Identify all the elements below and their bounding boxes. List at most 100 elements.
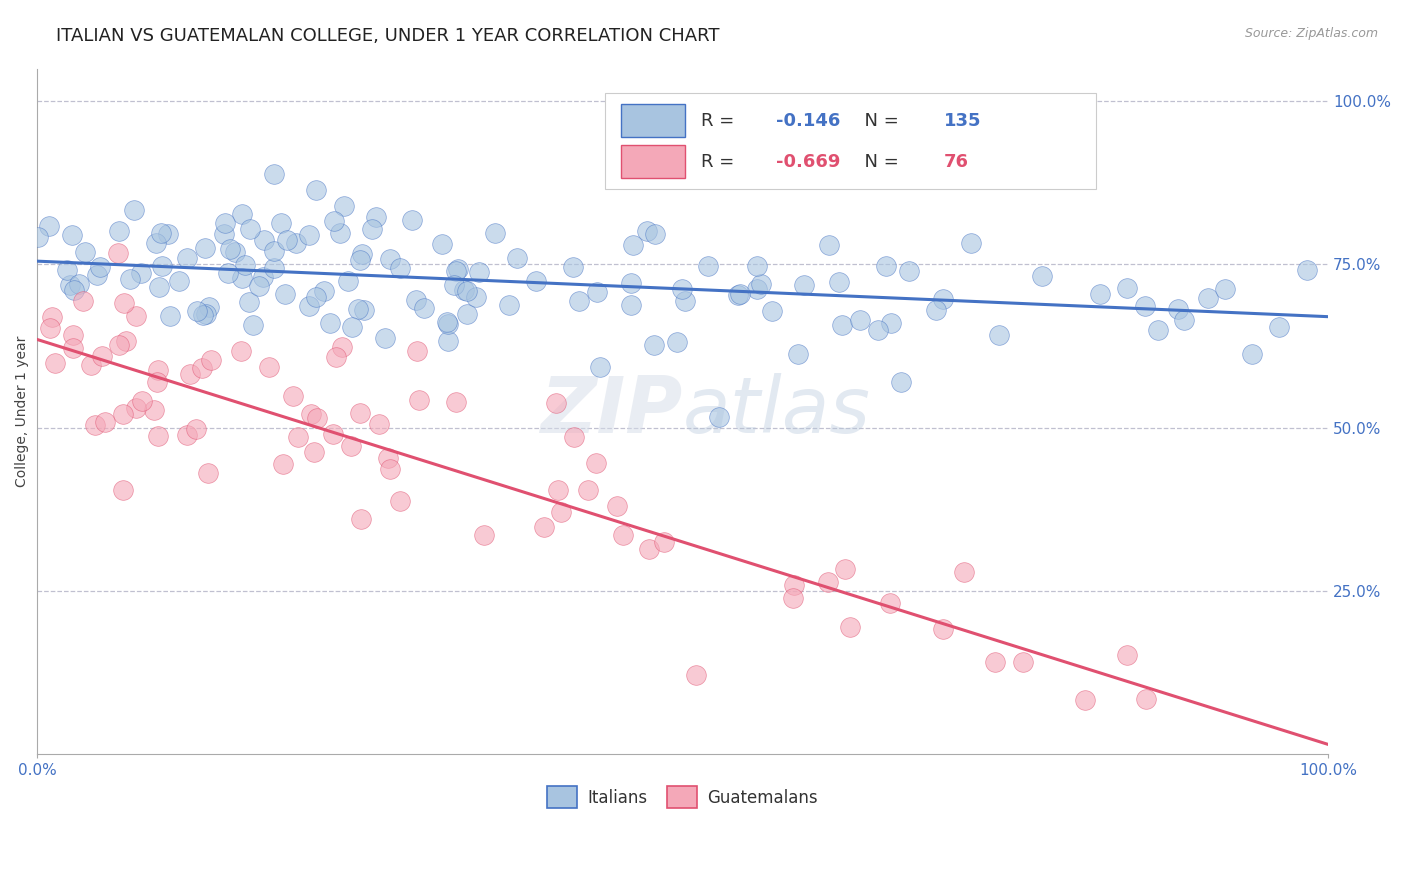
Point — [224, 245, 246, 260]
Point — [828, 275, 851, 289]
Point — [932, 293, 955, 307]
Point — [606, 500, 628, 514]
Point — [197, 466, 219, 480]
Point — [200, 353, 222, 368]
Text: N =: N = — [853, 153, 904, 171]
Point — [436, 315, 458, 329]
Point — [456, 307, 478, 321]
Point — [287, 430, 309, 444]
Point — [194, 241, 217, 255]
Point — [214, 216, 236, 230]
Point — [652, 535, 675, 549]
Point — [1167, 301, 1189, 316]
Point — [239, 222, 262, 236]
Point — [443, 278, 465, 293]
Point — [319, 316, 342, 330]
Point — [1012, 655, 1035, 669]
Point — [761, 303, 783, 318]
Point — [408, 392, 430, 407]
Point — [848, 313, 870, 327]
FancyBboxPatch shape — [621, 104, 685, 137]
Point — [953, 566, 976, 580]
Point — [229, 343, 252, 358]
Point — [41, 310, 63, 324]
Point — [880, 316, 903, 330]
Point — [212, 227, 235, 241]
Text: 135: 135 — [943, 112, 981, 130]
Point — [131, 393, 153, 408]
Point — [191, 308, 214, 322]
Point — [1116, 281, 1139, 295]
Point — [380, 461, 402, 475]
Point — [125, 401, 148, 416]
Point — [108, 338, 131, 352]
Point — [389, 261, 412, 276]
Point — [620, 277, 643, 291]
Point — [150, 260, 173, 274]
Point — [131, 266, 153, 280]
Point — [644, 227, 666, 241]
Point — [612, 527, 634, 541]
Point — [544, 396, 567, 410]
Point — [673, 293, 696, 308]
Point — [263, 260, 285, 275]
Point — [671, 282, 693, 296]
Point — [298, 300, 321, 314]
Point — [561, 260, 583, 275]
Point — [866, 323, 889, 337]
Point — [446, 395, 468, 409]
Point — [1135, 299, 1157, 313]
Point — [146, 375, 169, 389]
Point — [302, 445, 325, 459]
Point — [453, 283, 475, 297]
Point — [782, 591, 804, 606]
Point — [67, 277, 90, 291]
Point — [1088, 287, 1111, 301]
Point — [925, 303, 948, 318]
Point — [932, 622, 955, 636]
Point — [194, 307, 217, 321]
Text: N =: N = — [853, 112, 904, 130]
Point — [834, 562, 856, 576]
Point — [253, 233, 276, 247]
Point — [89, 260, 111, 274]
Point — [472, 528, 495, 542]
Point — [340, 320, 363, 334]
Point — [75, 245, 97, 260]
Text: Source: ZipAtlas.com: Source: ZipAtlas.com — [1244, 27, 1378, 40]
Point — [63, 284, 86, 298]
Point — [252, 270, 274, 285]
Point — [148, 279, 170, 293]
Point — [696, 259, 718, 273]
Point — [1031, 268, 1053, 283]
Point — [589, 359, 612, 374]
Point — [86, 268, 108, 283]
Point — [150, 226, 173, 240]
Point — [727, 288, 749, 302]
Point — [1173, 313, 1195, 327]
Point — [62, 342, 84, 356]
Point — [312, 284, 335, 298]
Point — [643, 338, 665, 352]
Point — [524, 274, 547, 288]
Text: ITALIAN VS GUATEMALAN COLLEGE, UNDER 1 YEAR CORRELATION CHART: ITALIAN VS GUATEMALAN COLLEGE, UNDER 1 Y… — [56, 27, 720, 45]
Point — [432, 237, 454, 252]
Point — [1115, 648, 1137, 662]
Point — [498, 298, 520, 312]
Point — [636, 224, 658, 238]
Point — [412, 301, 434, 315]
Text: atlas: atlas — [683, 374, 870, 450]
Point — [437, 317, 460, 331]
Point — [890, 376, 912, 390]
Point — [247, 279, 270, 293]
Point — [56, 263, 79, 277]
Point — [550, 505, 572, 519]
Point — [111, 483, 134, 498]
Point — [281, 389, 304, 403]
Point — [305, 290, 328, 304]
Point — [793, 277, 815, 292]
Point — [817, 574, 839, 589]
Point — [568, 294, 591, 309]
Point — [745, 282, 768, 296]
Point — [231, 271, 253, 285]
